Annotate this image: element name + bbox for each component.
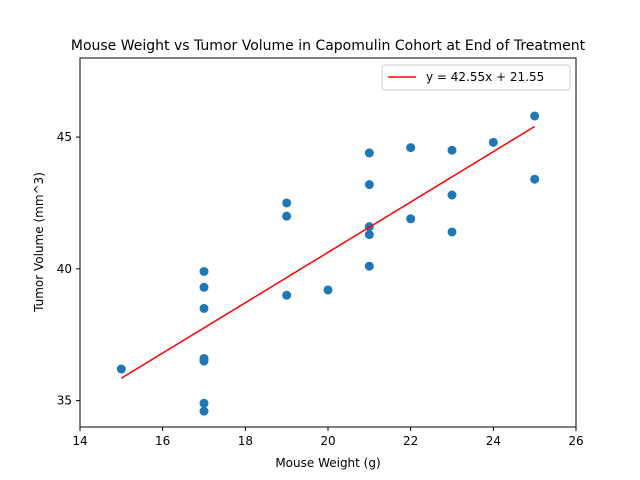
scatter-point-15 [364,180,374,190]
scatter-points [116,111,540,416]
legend: y = 42.55x + 21.55 [381,64,571,91]
scatter-point-10 [282,198,292,208]
x-tick-label: 26 [568,434,583,448]
scatter-point-20 [447,190,457,200]
x-tick-label: 18 [238,434,253,448]
x-tick-label: 22 [403,434,418,448]
y-tick-label: 45 [57,130,72,144]
scatter-point-0 [116,364,126,374]
x-tick-label: 20 [320,434,335,448]
regression-line [120,125,536,379]
scatter-point-5 [199,303,209,313]
scatter-point-9 [282,211,292,221]
scatter-point-18 [406,143,416,153]
y-tick-label: 40 [57,262,72,276]
scatter-point-17 [406,214,416,224]
scatter-point-24 [530,111,540,121]
x-axis-label: Mouse Weight (g) [275,456,380,470]
x-axis-ticks: 14 16 18 20 22 24 26 [72,427,584,448]
x-tick-label: 24 [486,434,501,448]
x-tick-label: 14 [72,434,87,448]
legend-label: y = 42.55x + 21.55 [426,70,544,84]
scatter-point-12 [364,261,374,271]
scatter-point-13 [364,230,374,240]
legend-box [381,64,571,91]
regression-line-layer [120,125,536,379]
y-tick-label: 35 [57,394,72,408]
scatter-point-21 [447,145,457,155]
y-axis-ticks: 35 40 45 [57,130,80,408]
scatter-point-8 [282,290,292,300]
x-tick-label: 16 [155,434,170,448]
scatter-point-4 [199,353,209,363]
scatter-point-6 [199,282,209,292]
scatter-point-16 [364,148,374,158]
scatter-point-23 [530,174,540,184]
y-axis-label: Tumor Volume (mm^3) [32,172,46,313]
scatter-point-2 [199,398,209,408]
scatter-point-1 [199,406,209,416]
scatter-point-11 [323,285,333,295]
scatter-point-7 [199,266,209,276]
scatter-point-19 [447,227,457,237]
chart-title: Mouse Weight vs Tumor Volume in Capomuli… [71,38,586,54]
scatter-point-22 [488,137,498,147]
